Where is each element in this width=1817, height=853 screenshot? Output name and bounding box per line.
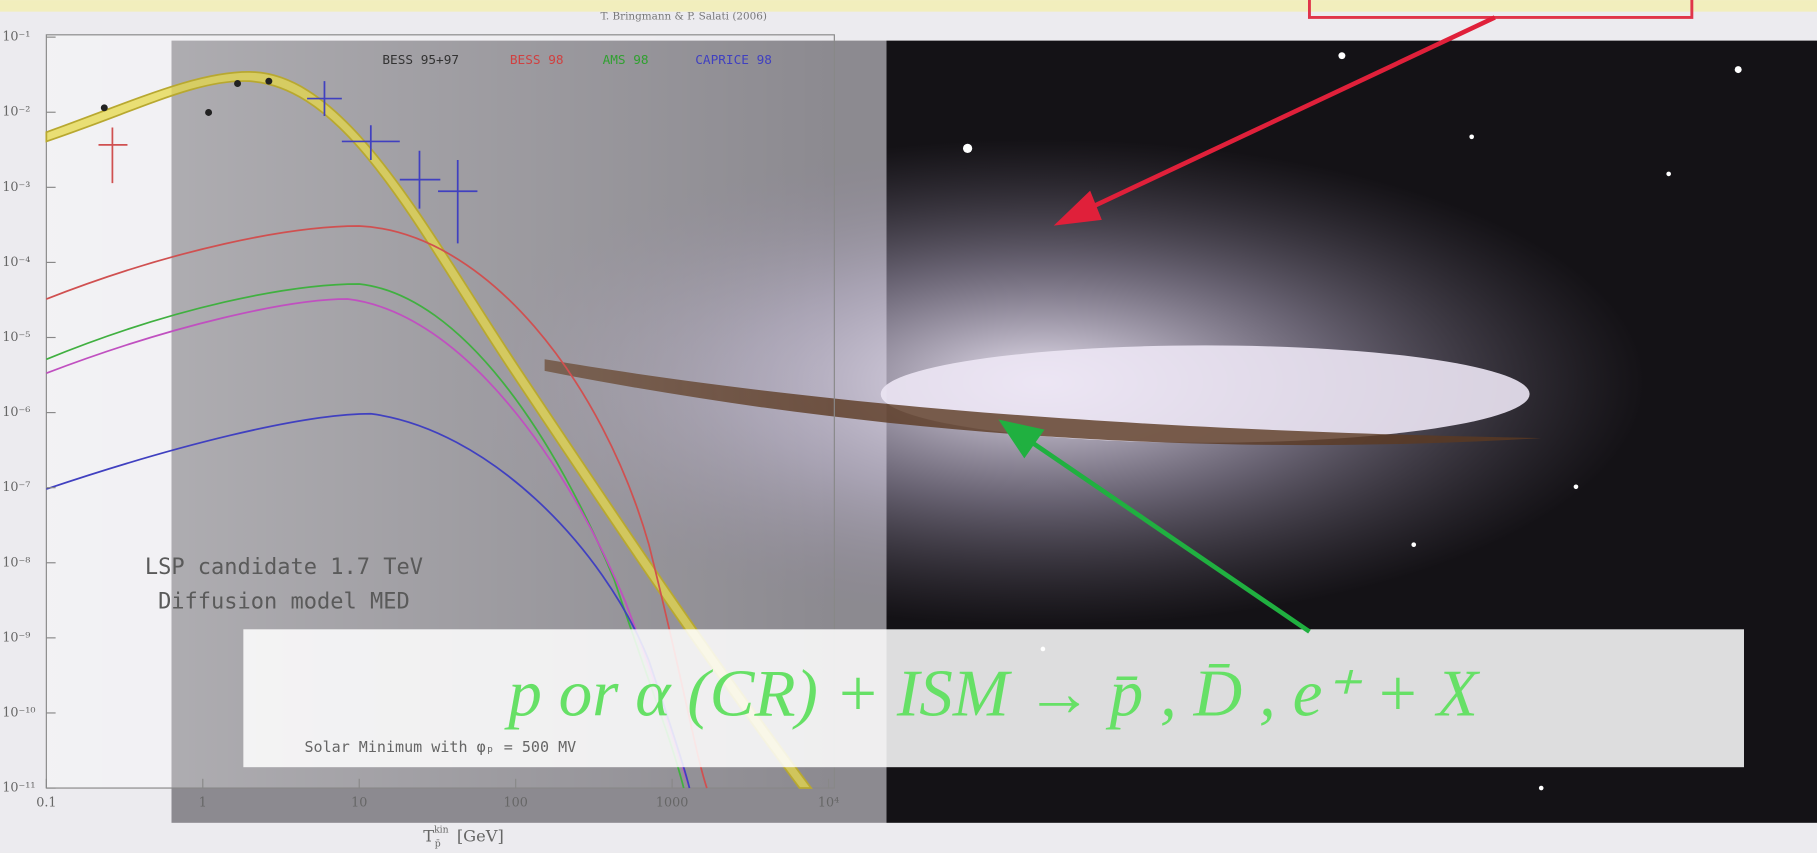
y-tick-label: 10⁻¹¹ [2, 781, 35, 796]
y-tick-label: 10⁻⁶ [2, 405, 30, 420]
x-tick-label: 1 [199, 796, 207, 811]
y-tick-label: 10⁻⁵ [2, 330, 30, 345]
x-title-sub: p̄ [435, 838, 441, 849]
x-title-unit: [GeV] [457, 826, 504, 845]
x-tick-label: 10⁴ [818, 796, 839, 811]
x-tick-label: 100 [504, 796, 528, 811]
slide: T. Bringmann & P. Salati (2006) BESS 95+… [0, 0, 1817, 853]
y-tick-label: 10⁻⁸ [2, 555, 30, 570]
page: {"citation": "T. Bringmann & P. Salati (… [0, 0, 1817, 853]
legend-entry: AMS 98 [603, 53, 649, 68]
y-tick-label: 10⁻² [2, 105, 30, 120]
y-tick-label: 10⁻³ [2, 180, 30, 195]
y-tick-label: 10⁻¹ [2, 30, 30, 45]
annotation: LSP candidate 1.7 TeV [145, 555, 423, 580]
solar-note: Solar Minimum with φₚ = 500 MV [304, 738, 576, 756]
x-tick-label: 1000 [656, 796, 688, 811]
y-tick-label: 10⁻⁷ [2, 480, 30, 495]
legend-entry: BESS 95+97 [382, 53, 459, 68]
top-strip [0, 0, 1817, 12]
legend-entry: BESS 98 [510, 53, 564, 68]
annotation: Diffusion model MED [158, 590, 410, 615]
x-tick-label: 10 [351, 796, 367, 811]
x-title-sup: kin [434, 824, 449, 835]
equation: p or α (CR) + ISM → p̄ , D̄ , e⁺ + X [504, 655, 1481, 730]
y-tick-label: 10⁻⁴ [2, 255, 30, 270]
x-tick-label: 0.1 [36, 796, 56, 811]
x-title-symbol: T [423, 826, 434, 845]
legend-entry: CAPRICE 98 [695, 53, 772, 68]
y-tick-label: 10⁻¹⁰ [2, 705, 35, 720]
citation: T. Bringmann & P. Salati (2006) [600, 10, 766, 22]
y-tick-label: 10⁻⁹ [2, 630, 30, 645]
